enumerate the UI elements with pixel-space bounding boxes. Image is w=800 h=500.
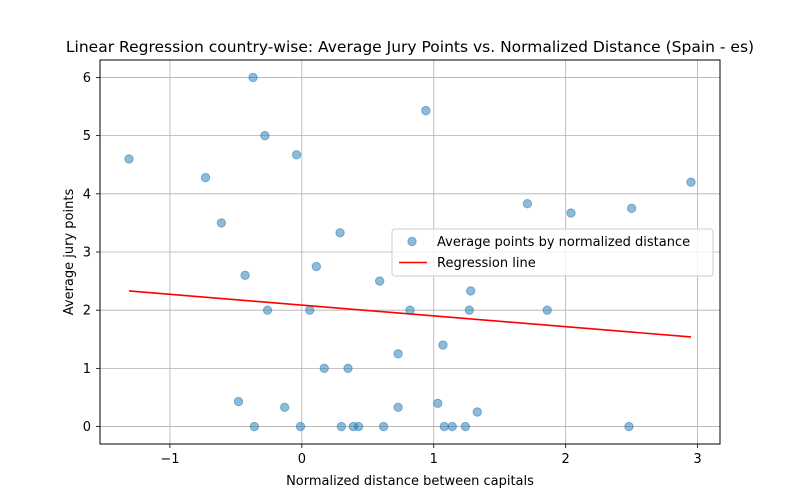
scatter-point [295, 421, 306, 432]
y-tick-label: 0 [83, 420, 91, 435]
scatter-point [624, 421, 634, 432]
tick-layer: −1 0 1 2 3 0 1 2 3 4 5 6 [83, 71, 702, 467]
scatter-point [311, 261, 322, 272]
scatter-point [291, 150, 302, 160]
scatter-point [522, 199, 533, 209]
y-tick-label: 6 [83, 71, 91, 86]
y-tick-label: 1 [83, 362, 91, 377]
scatter-point [260, 130, 270, 141]
chart-title: Linear Regression country-wise: Average … [66, 38, 754, 56]
scatter-point [216, 218, 227, 228]
x-tick-label: 2 [562, 452, 570, 467]
y-tick-label: 5 [83, 129, 91, 144]
scatter-point [240, 270, 250, 280]
scatter-point [378, 421, 389, 432]
x-tick-label: 1 [430, 452, 438, 467]
y-tick-label: 4 [83, 187, 91, 202]
scatter-point [393, 349, 403, 359]
scatter-point [472, 407, 482, 417]
scatter-point [542, 305, 552, 315]
scatter-point [343, 363, 353, 374]
legend-marker-scatter [407, 236, 417, 247]
scatter-point [393, 402, 403, 413]
scatter-point [447, 421, 457, 432]
scatter-point [262, 305, 273, 315]
scatter-point [464, 305, 475, 315]
scatter-point [233, 396, 244, 407]
legend-label-scatter: Average points by normalized distance [437, 235, 690, 250]
data-layer [124, 72, 696, 432]
scatter-point [566, 208, 576, 218]
scatter-point [438, 340, 448, 350]
x-axis-label: Normalized distance between capitals [286, 474, 534, 489]
scatter-point [248, 72, 258, 83]
x-tick-label: 3 [693, 452, 701, 467]
legend-box [391, 228, 714, 277]
legend-label-regression: Regression line [437, 256, 536, 271]
scatter-point [336, 421, 347, 432]
y-tick-label: 3 [83, 246, 91, 261]
scatter-point [626, 203, 637, 214]
scatter-point [465, 286, 476, 296]
regression-line [128, 290, 692, 338]
scatter-point [279, 402, 290, 413]
scatter-point [305, 305, 315, 315]
scatter-point [374, 276, 385, 286]
legend: Average points by normalized distance Re… [391, 228, 714, 277]
scatter-point [249, 421, 260, 432]
scatter-point [353, 421, 364, 432]
y-axis-label: Average jury points [62, 189, 77, 316]
scatter-point [433, 398, 443, 408]
x-tick-label: 0 [298, 452, 306, 467]
scatter-point [124, 154, 134, 164]
scatter-point [460, 421, 471, 432]
scatter-point [686, 177, 696, 187]
scatter-point [421, 105, 431, 116]
scatter-point [335, 228, 345, 238]
x-tick-label: −1 [160, 452, 179, 467]
scatter-point [319, 363, 329, 374]
scatter-point [439, 421, 449, 432]
y-tick-label: 2 [83, 304, 91, 319]
scatter-point [200, 172, 211, 183]
